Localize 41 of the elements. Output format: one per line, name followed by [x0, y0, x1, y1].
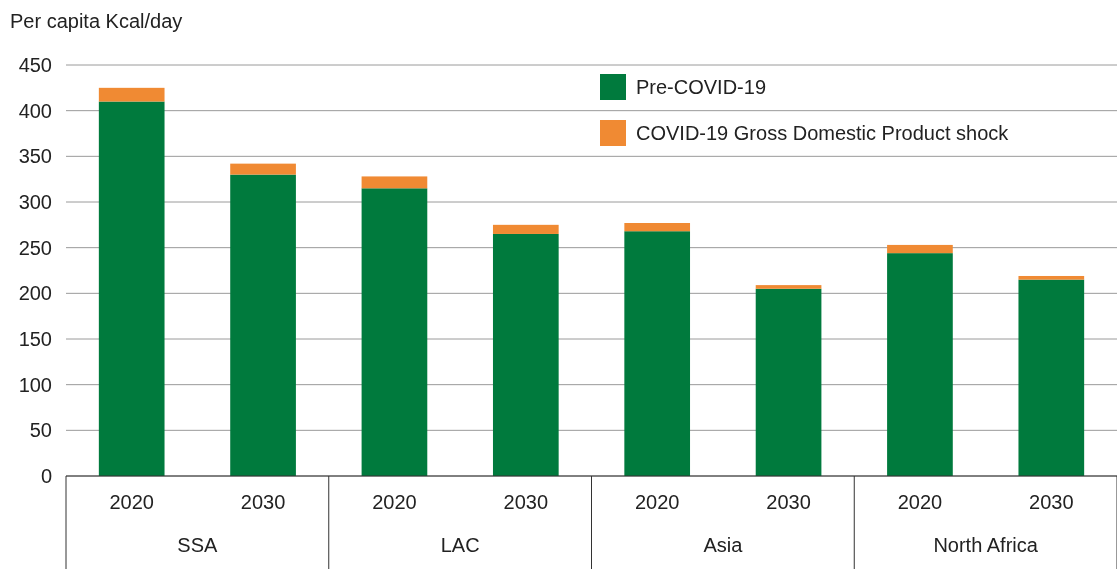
- bar: [887, 253, 953, 476]
- text: North Africa: [933, 534, 1039, 556]
- x-tick-label: 2020: [897, 491, 943, 513]
- text: SSA: [177, 534, 219, 556]
- x-tick-label: 2020: [634, 491, 680, 513]
- bar: [98, 101, 165, 476]
- x-tick-label: 2020: [109, 491, 154, 513]
- bar: [887, 244, 953, 254]
- y-tick-label: 0: [40, 465, 52, 487]
- bar: [755, 285, 822, 289]
- y-tick-label: 300: [18, 191, 52, 213]
- y-tick-label: 100: [18, 373, 52, 396]
- bar: [361, 176, 428, 189]
- bar: [230, 163, 296, 175]
- x-tick-label: 2030: [240, 491, 286, 513]
- y-tick-label: 450: [18, 54, 52, 76]
- text: Asia: [703, 534, 744, 556]
- x-tick-label: 2030: [1029, 491, 1074, 513]
- bar: [361, 188, 428, 476]
- x-tick-label: 2030: [766, 491, 811, 513]
- y-tick-label: 150: [18, 328, 52, 350]
- y-tick-label: 350: [18, 145, 52, 168]
- x-tick-label: 2030: [503, 491, 549, 513]
- legend-label: COVID-19 Gross Domestic Product shock: [636, 122, 1010, 144]
- bar: [624, 231, 691, 476]
- bar: [624, 223, 691, 232]
- bar: [492, 224, 559, 234]
- text: LAC: [440, 534, 480, 556]
- bar: [230, 174, 296, 476]
- bar: [1018, 275, 1085, 280]
- bar: [755, 288, 822, 476]
- bar: [98, 87, 165, 102]
- bar: [1018, 279, 1085, 476]
- y-tick-label: 400: [18, 99, 52, 122]
- bar: [492, 233, 559, 476]
- y-tick-label: 200: [18, 282, 52, 305]
- y-tick-label: 50: [29, 419, 52, 442]
- x-tick-label: 2020: [372, 491, 417, 513]
- y-axis-title: Per capita Kcal/day: [10, 10, 183, 32]
- y-tick-label: 250: [18, 236, 52, 259]
- legend-label: Pre-COVID-19: [636, 76, 767, 98]
